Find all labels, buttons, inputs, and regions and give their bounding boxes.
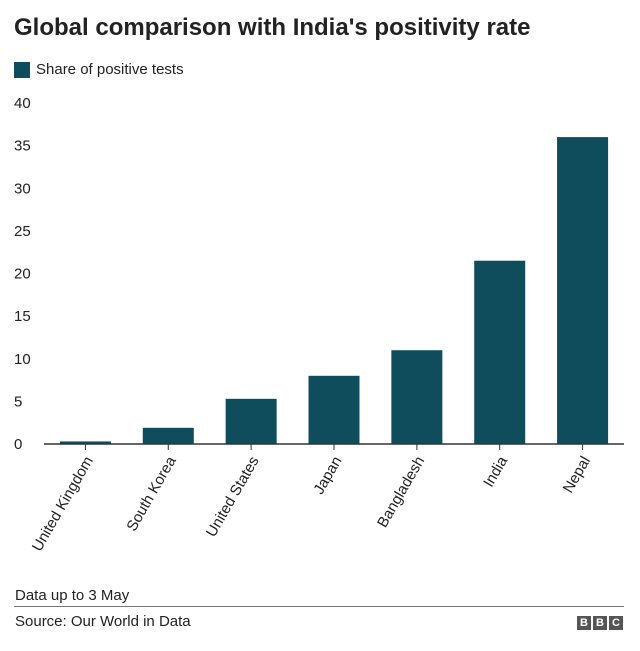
y-tick-label: 10 bbox=[14, 351, 31, 368]
source-text: Source: Our World in Data bbox=[15, 613, 191, 630]
bar-chart: 0 5 10 15 20 25 30 35 40 United Kingdom South Kore… bbox=[14, 95, 624, 555]
bar bbox=[142, 427, 194, 444]
x-tick-label: Bangladesh bbox=[374, 454, 428, 531]
y-tick-label: 40 bbox=[14, 95, 31, 112]
chart-title: Global comparison with India's positivit… bbox=[14, 14, 531, 41]
bbc-logo: B B C bbox=[577, 616, 623, 630]
x-tick-label: United Kingdom bbox=[29, 454, 97, 555]
footer-divider bbox=[14, 606, 624, 607]
x-tick-label: South Korea bbox=[123, 453, 180, 534]
y-tick-label: 15 bbox=[14, 308, 31, 325]
legend-swatch bbox=[14, 61, 30, 78]
x-tick-label: Nepal bbox=[560, 454, 594, 496]
bar bbox=[308, 375, 360, 444]
data-note: Data up to 3 May bbox=[15, 587, 130, 604]
bar bbox=[225, 398, 277, 444]
y-tick-label: 25 bbox=[14, 223, 31, 240]
x-tick-label: India bbox=[480, 453, 511, 490]
bbc-logo-letter: C bbox=[609, 616, 623, 630]
y-tick-label: 35 bbox=[14, 138, 31, 155]
y-tick-label: 0 bbox=[14, 436, 22, 453]
bar bbox=[59, 441, 111, 444]
legend-label: Share of positive tests bbox=[36, 61, 184, 78]
x-tick-label: United States bbox=[203, 454, 263, 540]
bar bbox=[391, 350, 443, 444]
bbc-logo-letter: B bbox=[577, 616, 591, 630]
y-tick-label: 30 bbox=[14, 180, 31, 197]
y-tick-label: 20 bbox=[14, 266, 31, 283]
legend: Share of positive tests bbox=[14, 61, 184, 78]
y-tick-label: 5 bbox=[14, 393, 22, 410]
bbc-logo-letter: B bbox=[593, 616, 607, 630]
bar bbox=[557, 137, 609, 444]
bar bbox=[474, 260, 526, 444]
x-tick-label: Japan bbox=[310, 454, 345, 498]
